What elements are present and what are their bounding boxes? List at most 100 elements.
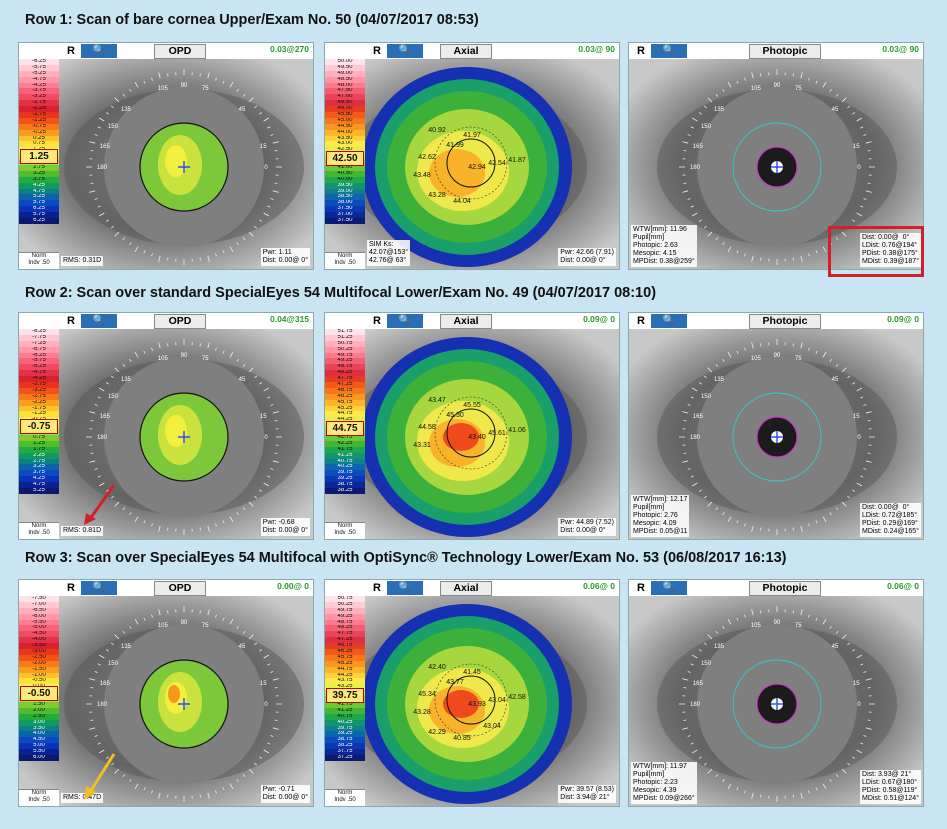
scale-cell: 49.75 xyxy=(325,607,365,614)
scale-cell: -6.00 xyxy=(19,613,59,620)
panel-title: Axial xyxy=(440,581,492,596)
dist-value: Dist: 0.00@ 0° xyxy=(262,257,308,264)
axial-value: 43.47 xyxy=(428,397,446,404)
scale-cell: 43.50 xyxy=(325,135,365,142)
angle-label: 75 xyxy=(202,356,209,362)
r3-photo-panel: R 🔍 Photopic 0.06@ 0 90 105 75 135 45 150 165 180 15… xyxy=(628,579,924,807)
angle-label: 90 xyxy=(181,83,188,89)
current-scale-value: -0.50 xyxy=(20,686,58,701)
axial-value: 42.29 xyxy=(428,729,446,736)
scale-cell: 5.75 xyxy=(19,200,59,207)
scale-cell: 47.75 xyxy=(325,376,365,383)
magnifier-button[interactable]: 🔍 xyxy=(651,581,687,595)
pwr-value: Pwr: 42.66 (7.91) xyxy=(560,249,614,256)
angle-label: 15 xyxy=(853,681,860,687)
magnifier-button[interactable]: 🔍 xyxy=(81,314,117,328)
axial-value: 43.31 xyxy=(413,442,431,449)
axial-value: 45.30 xyxy=(446,412,464,419)
magnifier-button[interactable]: 🔍 xyxy=(387,314,423,328)
magnifier-button[interactable]: 🔍 xyxy=(81,581,117,595)
scale-cell: -2.25 xyxy=(19,106,59,113)
scale-cell: 5.50 xyxy=(19,749,59,756)
corner-reading: 0.09@ 0 xyxy=(887,314,919,324)
angle-label: 15 xyxy=(260,144,267,150)
norm-indv-label: Norm Indv .50 xyxy=(19,522,59,539)
magnifier-button[interactable]: 🔍 xyxy=(81,44,117,58)
scale-cell: -1.25 xyxy=(19,411,59,418)
scale-cell: 4.25 xyxy=(19,182,59,189)
angle-label: 135 xyxy=(121,377,132,383)
rms-value: RMS: 0.31D xyxy=(61,256,104,266)
angle-label: 75 xyxy=(795,623,802,629)
scale-cell: 1.75 xyxy=(19,446,59,453)
indv-label: Indv .50 xyxy=(334,797,356,803)
row-2-title: Row 2: Scan over standard SpecialEyes 54… xyxy=(25,285,657,301)
scale-cell: 43.00 xyxy=(325,141,365,148)
scale-cell: 37.50 xyxy=(325,206,365,213)
panel-title: Axial xyxy=(440,314,492,329)
scale-cell: -5.75 xyxy=(19,358,59,365)
angle-label: 90 xyxy=(181,620,188,626)
magnifier-button[interactable]: 🔍 xyxy=(387,44,423,58)
scale-cell: 42.75 xyxy=(325,435,365,441)
angle-label: 45 xyxy=(832,644,839,650)
scale-cell: 1.25 xyxy=(19,440,59,447)
scale-cell: 38.50 xyxy=(325,194,365,201)
axial-value: 43.28 xyxy=(428,192,446,199)
scale-cell: 44.00 xyxy=(325,129,365,136)
scale-cell: -1.00 xyxy=(19,672,59,679)
angle-label: 0 xyxy=(264,702,268,708)
current-scale-value: 1.25 xyxy=(20,149,58,164)
scale-cell: 50.00 xyxy=(325,59,365,65)
corner-reading: 0.03@270 xyxy=(269,44,309,54)
scale-cell: 43.25 xyxy=(325,684,365,691)
color-scale: -7.50 -7.00 -6.50 -6.00 -5.50 -5.00 -4.50 -4.00… xyxy=(19,596,59,806)
scale-cell: -5.75 xyxy=(19,64,59,71)
angle-label: 15 xyxy=(853,414,860,420)
scale-cell: 45.25 xyxy=(325,405,365,412)
scale-cell: 39.75 xyxy=(325,725,365,732)
scale-cell: 49.00 xyxy=(325,70,365,77)
axial-value: 43.48 xyxy=(413,172,431,179)
scale-cell: 46.00 xyxy=(325,106,365,113)
angle-label: 135 xyxy=(714,644,725,650)
pwr-value: Pwr: 39.57 (8.53) xyxy=(560,786,614,793)
magnifier-button[interactable]: 🔍 xyxy=(651,314,687,328)
scale-cell: 3.25 xyxy=(19,464,59,471)
scale-cell: 46.75 xyxy=(325,387,365,394)
scale-cell: -6.25 xyxy=(19,352,59,359)
scale-cell: 46.25 xyxy=(325,393,365,400)
scale-cell: -4.25 xyxy=(19,376,59,383)
scale-cell: 40.25 xyxy=(325,719,365,726)
scale-cell: 48.25 xyxy=(325,370,365,377)
panel-header: R 🔍 Axial 0.06@ 0 xyxy=(325,580,619,597)
r1-photo-panel: R 🔍 Photopic 0.03@ 90 90 105 75 135 45 150 165 180 1… xyxy=(628,42,924,270)
eye-side-label: R xyxy=(637,315,645,327)
angle-label: 150 xyxy=(701,661,712,667)
angle-label: 15 xyxy=(260,414,267,420)
eye-side-label: R xyxy=(67,45,75,57)
scale-cell: 51.25 xyxy=(325,334,365,341)
norm-label: Norm xyxy=(31,253,47,259)
angle-label: 180 xyxy=(690,165,701,171)
axial-value: 41.97 xyxy=(463,132,481,139)
scale-cell: 39.25 xyxy=(325,476,365,483)
norm-indv-label: Norm Indv .50 xyxy=(325,252,365,269)
angle-label: 75 xyxy=(202,86,209,92)
scale-cell: 0.25 xyxy=(19,135,59,142)
axial-value: 45.61 xyxy=(488,430,506,437)
panel-header: R 🔍 Photopic 0.06@ 0 xyxy=(629,580,923,597)
magnifier-button[interactable]: 🔍 xyxy=(651,44,687,58)
scale-cell: 50.25 xyxy=(325,346,365,353)
scale-cell: 39.25 xyxy=(325,731,365,738)
axial-value: 41.06 xyxy=(508,427,526,434)
pwr-value: Pwr: 1.11 xyxy=(262,249,292,256)
scale-cell: 48.50 xyxy=(325,76,365,83)
magnifier-button[interactable]: 🔍 xyxy=(387,581,423,595)
angle-label: 180 xyxy=(690,435,701,441)
r1-opd-panel: R 🔍 OPD 0.03@270 90 105 75 135 45 150 165 180 15 0 -6.… xyxy=(18,42,314,270)
eye-side-label: R xyxy=(373,45,381,57)
axial-value: 45.55 xyxy=(463,402,481,409)
axial-value: 43.28 xyxy=(413,709,431,716)
